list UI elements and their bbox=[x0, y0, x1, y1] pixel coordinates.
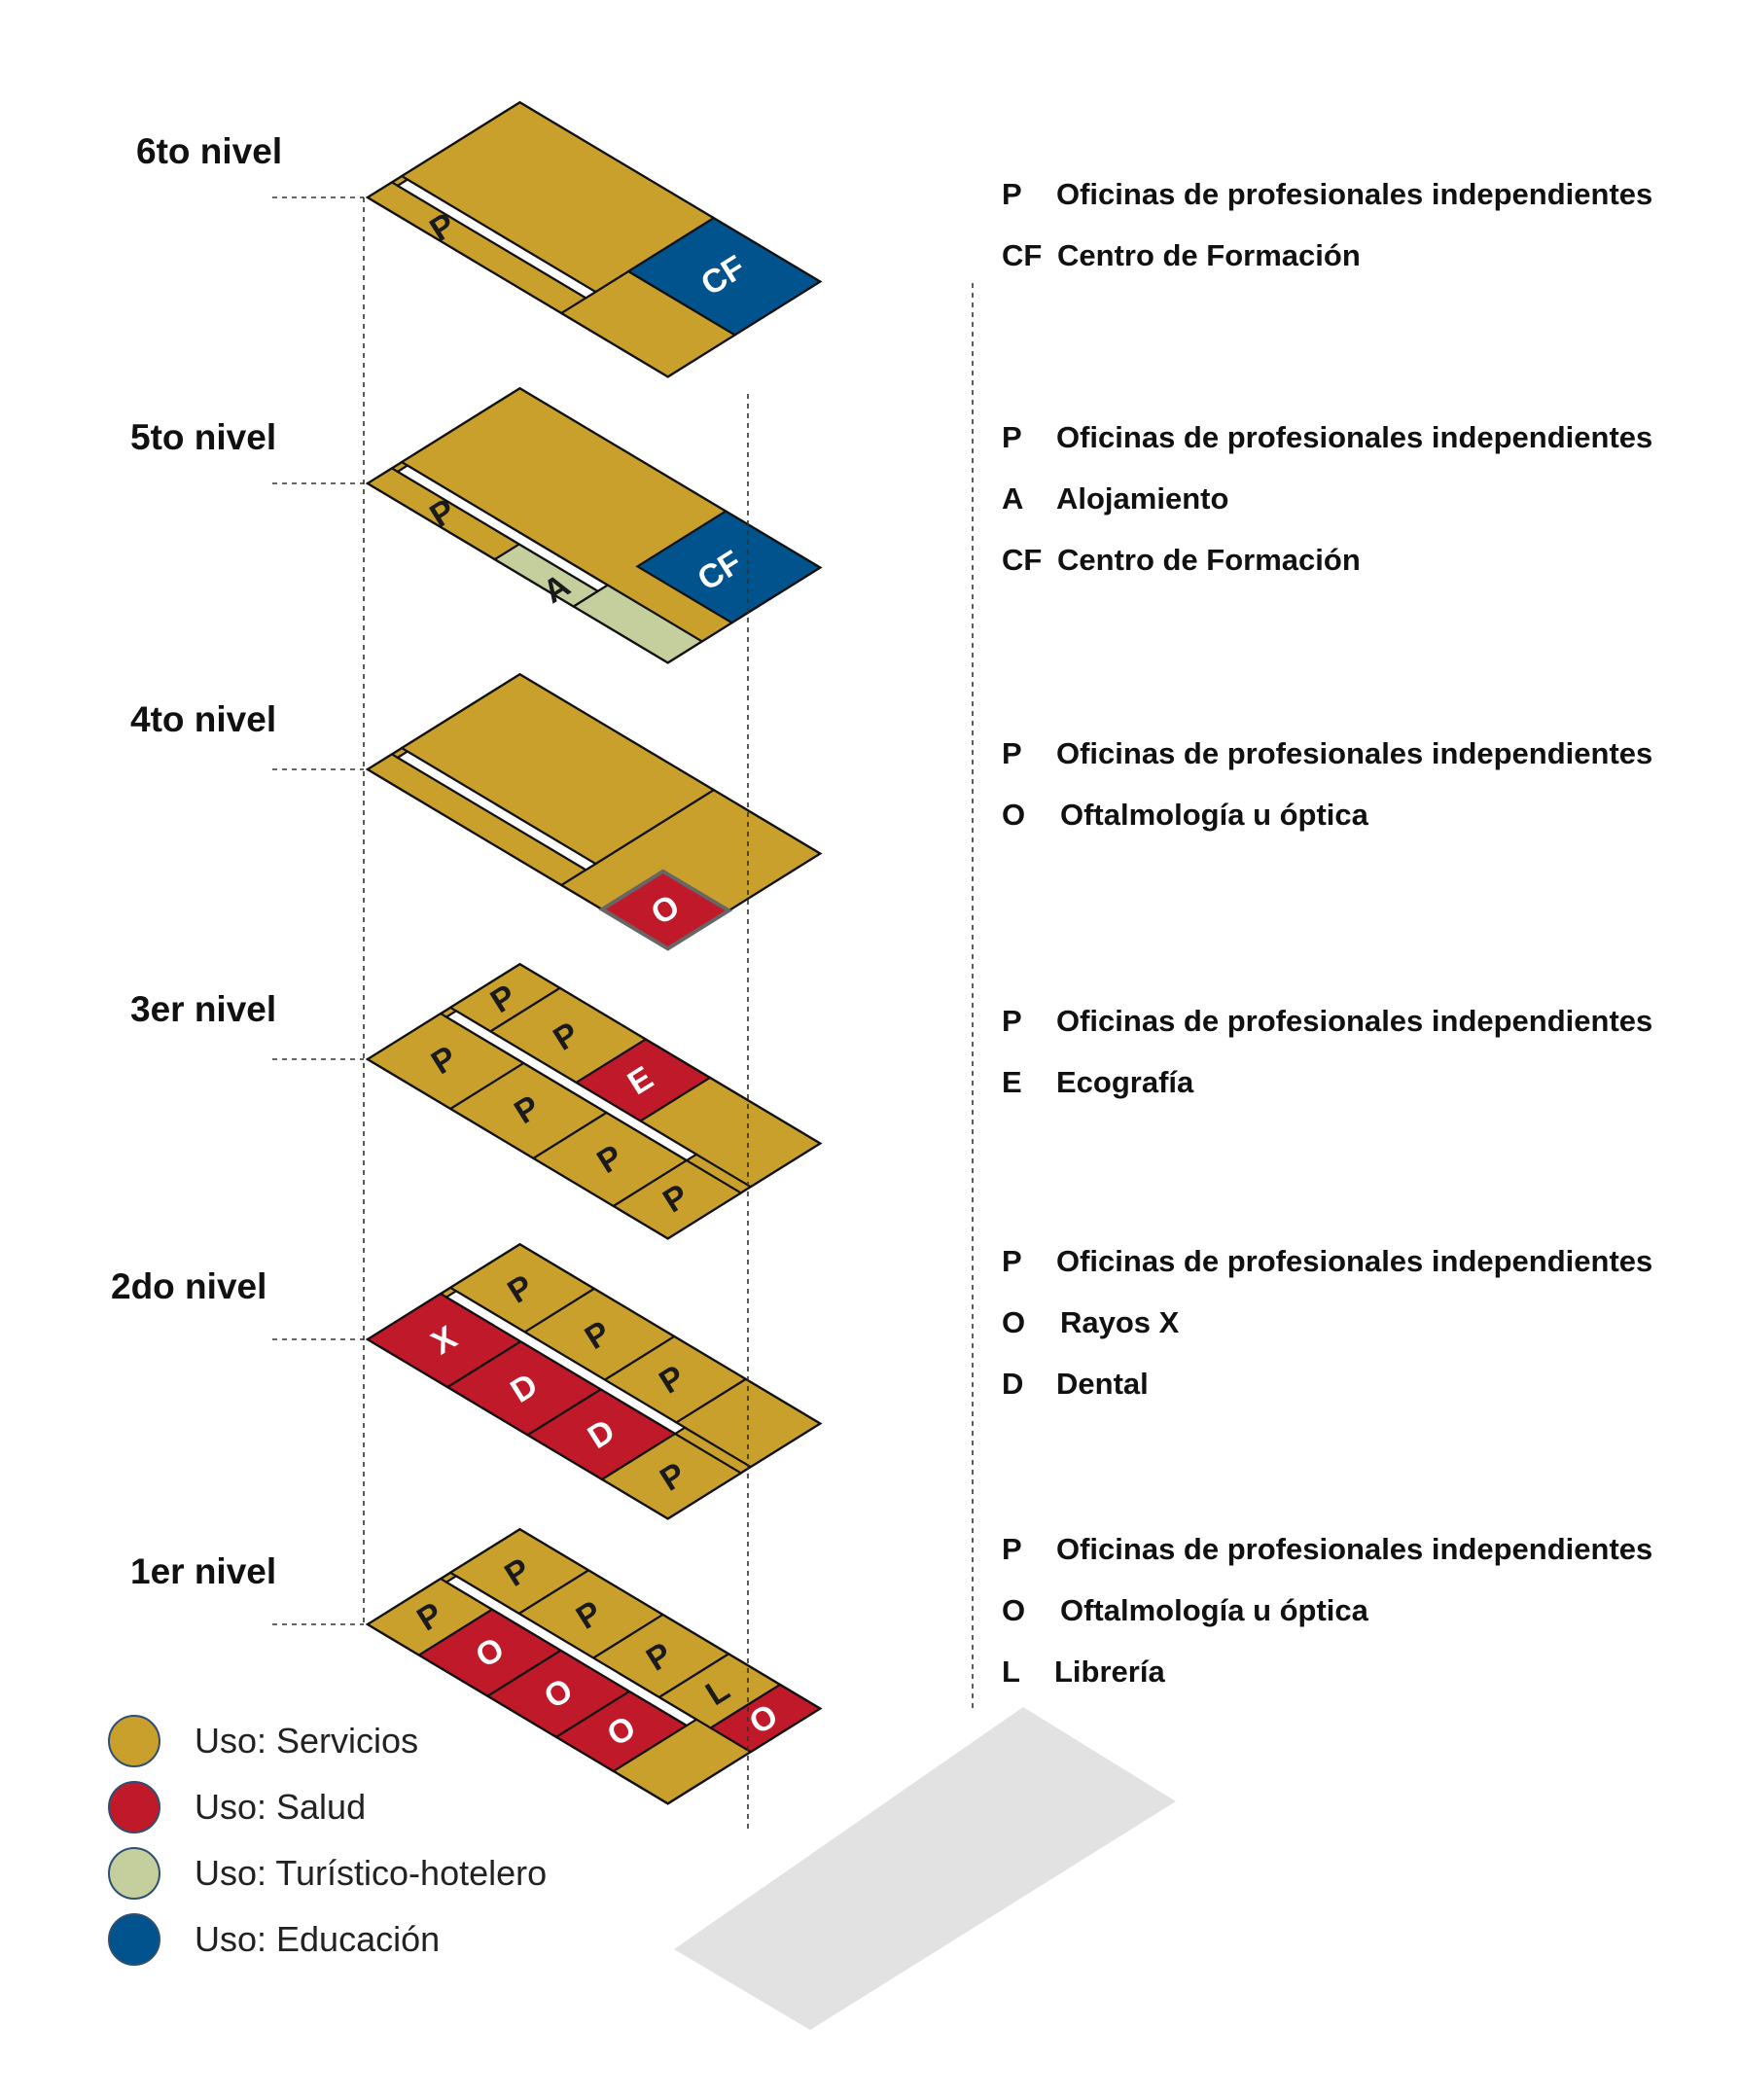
atrium-opening bbox=[395, 464, 610, 592]
level-title: 1er nivel bbox=[130, 1551, 276, 1591]
use-swatch bbox=[108, 1913, 160, 1966]
atrium-opening bbox=[444, 1290, 688, 1436]
ground-plane-shape bbox=[674, 1707, 1176, 2030]
use-label: Uso: Servicios bbox=[195, 1721, 418, 1761]
legend-code: O bbox=[1002, 1593, 1025, 1627]
floor-cell bbox=[635, 510, 823, 624]
legend-description: Oficinas de profesionales independientes bbox=[1056, 177, 1652, 211]
use-swatch bbox=[108, 1847, 160, 1900]
level-title: 5to nivel bbox=[130, 417, 276, 457]
floor-slab-6: CF bbox=[365, 100, 823, 378]
legend-code: D bbox=[1002, 1367, 1023, 1401]
use-label: Uso: Salud bbox=[195, 1787, 366, 1827]
legend-code: P bbox=[1002, 736, 1022, 770]
level-title: 4to nivel bbox=[130, 699, 276, 739]
floor-cell bbox=[611, 1158, 743, 1240]
legend-code: P bbox=[1002, 1244, 1022, 1278]
atrium-opening bbox=[444, 1010, 699, 1162]
legend-description: Oficinas de profesionales independientes bbox=[1056, 1004, 1652, 1038]
legend-code: O bbox=[1002, 1305, 1025, 1339]
legend-description: Ecografía bbox=[1056, 1065, 1194, 1099]
legend-code: CF bbox=[1002, 238, 1042, 272]
legend-description: Centro de Formación bbox=[1057, 543, 1361, 577]
use-label: Uso: Educación bbox=[195, 1919, 440, 1959]
level-labels: 6to nivel 5to nivel 4to nivel 3er nivel 2do … bbox=[111, 131, 364, 1625]
legend-code: O bbox=[1002, 798, 1025, 832]
legend-description: Oficinas de profesionales independientes bbox=[1056, 1244, 1652, 1278]
floor-cell bbox=[599, 1432, 743, 1520]
level-legend-group: P Oficinas de profesionales independiente… bbox=[1002, 1004, 1652, 1099]
floor-cell bbox=[708, 1683, 823, 1754]
legend-description: Oficinas de profesionales independientes bbox=[1056, 1532, 1652, 1566]
legend-code: P bbox=[1002, 1004, 1022, 1038]
legend-description: Centro de Formación bbox=[1057, 238, 1361, 272]
legend-description: Oftalmología u óptica bbox=[1060, 798, 1369, 832]
atrium-opening bbox=[395, 178, 598, 300]
legend-code: P bbox=[1002, 1532, 1022, 1566]
level-legend-group: P Oficinas de profesionales independiente… bbox=[1002, 1244, 1652, 1401]
legend-code: E bbox=[1002, 1065, 1022, 1099]
legend-code: A bbox=[1002, 481, 1023, 516]
legend-description: Rayos X bbox=[1060, 1305, 1180, 1339]
floor-cell bbox=[674, 1377, 823, 1469]
floor-slab-5: A CF bbox=[365, 386, 823, 664]
use-color-legend: Uso: Servicios Uso: Salud Uso: Turístico-h… bbox=[108, 1715, 547, 1966]
legend-code: CF bbox=[1002, 543, 1042, 577]
level-legend-group: P Oficinas de profesionales independiente… bbox=[1002, 420, 1652, 577]
use-swatch bbox=[108, 1781, 160, 1833]
level-legend-group: P Oficinas de profesionales independiente… bbox=[1002, 736, 1652, 832]
level-legend-group: P Oficinas de profesionales independiente… bbox=[1002, 1532, 1652, 1689]
legend-description: Librería bbox=[1054, 1655, 1165, 1689]
ground-plane bbox=[674, 1707, 1176, 2030]
level-title: 3er nivel bbox=[130, 989, 276, 1029]
floor-cell bbox=[626, 216, 823, 337]
level-legend-group: P Oficinas de profesionales independiente… bbox=[1002, 177, 1652, 272]
legend-code: P bbox=[1002, 420, 1022, 454]
legend-description: Dental bbox=[1056, 1367, 1149, 1401]
legend-description: Oficinas de profesionales independientes bbox=[1056, 420, 1652, 454]
level-title: 6to nivel bbox=[136, 131, 282, 171]
legend-code: L bbox=[1002, 1655, 1020, 1689]
level-title: 2do nivel bbox=[111, 1266, 266, 1306]
legend-description: Oftalmología u óptica bbox=[1060, 1593, 1369, 1627]
legend-description: Alojamiento bbox=[1056, 481, 1228, 516]
use-label: Uso: Turístico-hotelero bbox=[195, 1853, 547, 1893]
floor-cell bbox=[598, 869, 733, 951]
atrium-opening bbox=[444, 1575, 699, 1727]
floor-slab-4: O bbox=[365, 672, 823, 951]
use-swatch bbox=[108, 1715, 160, 1767]
legend-description: Oficinas de profesionales independientes bbox=[1056, 736, 1652, 770]
level-use-legend: P Oficinas de profesionales independiente… bbox=[1002, 177, 1652, 1689]
legend-code: P bbox=[1002, 177, 1022, 211]
atrium-opening bbox=[395, 750, 598, 872]
floor-cell bbox=[638, 1076, 823, 1189]
vertical-guides bbox=[363, 197, 974, 1829]
